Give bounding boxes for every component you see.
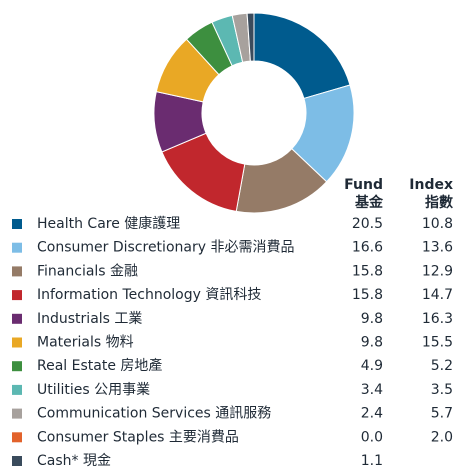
legend-swatch	[12, 337, 22, 348]
value-cell: 15.8	[352, 287, 383, 303]
legend-swatch	[12, 266, 22, 277]
value-cell: 2.4	[361, 406, 383, 422]
category-label: Information Technology 資訊科技	[37, 287, 261, 303]
legend-swatch	[12, 384, 22, 395]
value-cell: 2.0	[431, 429, 453, 445]
value-cell: 16.3	[422, 311, 453, 327]
category-label: Health Care 健康護理	[37, 215, 180, 232]
legend-swatch	[12, 290, 22, 301]
value-cell: 14.7	[422, 287, 453, 303]
value-cell: 16.6	[352, 240, 383, 256]
value-cell: 9.8	[361, 311, 383, 327]
legend-swatch	[12, 408, 22, 419]
column-header: Fund	[344, 177, 383, 193]
category-label: Consumer Discretionary 非必需消費品	[37, 240, 294, 256]
donut-slice	[253, 12, 351, 100]
value-cell: 1.1	[361, 453, 383, 469]
value-cell: 4.9	[361, 358, 383, 374]
column-header: Index	[409, 177, 453, 193]
value-cell: 9.8	[361, 335, 383, 351]
category-label: Communication Services 通訊服務	[37, 406, 271, 422]
value-cell: 13.6	[422, 240, 453, 256]
value-cell: 10.8	[422, 216, 453, 232]
category-label: Financials 金融	[37, 263, 138, 279]
category-label: Cash* 現金	[37, 453, 111, 469]
value-cell: 15.8	[352, 263, 383, 279]
value-cell: 0.0	[361, 429, 383, 445]
category-label: Industrials 工業	[37, 311, 142, 327]
legend-swatch	[12, 219, 22, 229]
category-label: Utilities 公用事業	[37, 382, 150, 398]
category-label: Materials 物料	[37, 335, 134, 351]
value-cell: 3.5	[431, 382, 453, 398]
column-header: 指數	[425, 194, 453, 211]
value-cell: 3.4	[361, 382, 383, 398]
column-header: 基金	[355, 194, 384, 211]
value-cell: 12.9	[422, 263, 453, 279]
legend-swatch	[12, 361, 22, 372]
category-label: Real Estate 房地產	[37, 357, 162, 374]
legend-swatch	[12, 313, 22, 324]
category-label: Consumer Staples 主要消費品	[37, 429, 239, 445]
donut-slice	[246, 12, 255, 62]
legend-swatch	[12, 242, 22, 253]
legend-swatch	[12, 456, 22, 466]
value-cell: 5.7	[431, 406, 453, 422]
value-cell: 15.5	[422, 335, 453, 351]
value-cell: 20.5	[352, 216, 383, 232]
legend-swatch	[12, 432, 22, 443]
value-cell: 5.2	[431, 358, 453, 374]
